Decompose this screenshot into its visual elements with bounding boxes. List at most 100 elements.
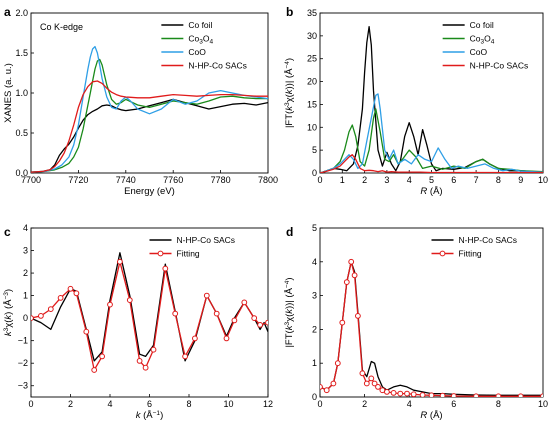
series-line-3 (320, 154, 543, 173)
y-tick-label: 30 (307, 31, 317, 41)
data-series (320, 26, 543, 173)
y-tick-label: −3 (18, 381, 28, 391)
series-point (355, 313, 361, 319)
series-line-3 (31, 80, 268, 173)
y-tick-label: 0.0 (15, 168, 28, 178)
y-axis-label: XANES (a. u.) (3, 63, 14, 123)
series-point (73, 290, 80, 297)
series-line-1 (31, 261, 268, 371)
legend-label: Co3O4 (188, 34, 213, 46)
x-tick-label: 0 (28, 399, 33, 409)
series-point (257, 322, 264, 328)
y-tick-label: 0 (312, 392, 317, 402)
series-point (231, 317, 238, 324)
x-axis-label: k (Å−1) (136, 410, 163, 421)
series-point (203, 292, 210, 299)
x-tick-label: 0 (317, 175, 322, 185)
panel-d: 0 2 4 6 8 10 0 1 2 3 4 5 d R (Å) |FT(k3χ(k))| (Å−4) N-H… (284, 223, 548, 421)
y-tick-label: 1 (23, 291, 28, 301)
x-tick-label: 7780 (211, 175, 231, 185)
x-tick-label: 8 (186, 399, 191, 409)
legend-label: CoO (188, 47, 206, 57)
y-axis-label: k3χ(k) (Å−3) (3, 289, 14, 336)
series-point (359, 370, 366, 377)
legend: N-HP-Co SACs Fitting (431, 235, 517, 259)
panel-b: 0 1 2 3 4 5 6 7 8 9 10 0 5 10 15 20 25 30 35 b R (Å) |FT(k3χ(… (284, 5, 548, 197)
x-tick-label: 7800 (258, 175, 278, 185)
tick-labels: 0 1 2 3 4 5 6 7 8 9 10 0 5 10 15 20 25 30 35 (307, 8, 548, 185)
y-tick-label: 5 (312, 145, 317, 155)
series-point (142, 364, 149, 371)
series-point (375, 384, 381, 390)
data-series (31, 45, 268, 173)
x-tick-label: 7 (474, 175, 479, 185)
panel-label: d (286, 225, 293, 239)
series-point (172, 310, 179, 317)
series-point (495, 393, 502, 397)
series-line-0 (31, 98, 268, 173)
series-point (339, 319, 346, 326)
x-tick-label: 7720 (68, 175, 88, 185)
y-tick-label: 4 (312, 257, 317, 267)
x-tick-label: 7760 (163, 175, 183, 185)
y-tick-label: −1 (18, 336, 28, 346)
series-point (162, 265, 169, 272)
x-tick-label: 8 (496, 175, 501, 185)
series-point (251, 315, 258, 322)
y-tick-label: 2 (312, 324, 317, 334)
series-line-2 (320, 93, 543, 173)
series-point (192, 335, 198, 342)
series-point (343, 279, 350, 286)
series-line-1 (31, 58, 268, 173)
series-point (31, 315, 34, 321)
x-tick-label: 10 (538, 399, 548, 409)
series-point (473, 393, 479, 397)
legend-marker (157, 250, 164, 257)
panel-label: c (4, 225, 11, 239)
series-point (323, 387, 330, 394)
x-tick-label: 9 (518, 175, 523, 185)
y-tick-label: 1 (312, 358, 317, 368)
data-series (31, 252, 268, 373)
x-tick-label: 5 (429, 175, 434, 185)
y-tick-label: −2 (18, 358, 28, 368)
legend-label: Fitting (459, 249, 482, 259)
legend-label: CoO (470, 47, 488, 57)
y-tick-label: 2.0 (15, 8, 28, 18)
series-point (428, 392, 435, 397)
legend-label: Co foil (188, 20, 212, 30)
data-series (320, 258, 543, 397)
y-tick-label: 5 (312, 223, 317, 233)
series-point (126, 297, 133, 304)
series-point (517, 393, 524, 397)
series-point (241, 299, 248, 306)
series-point (213, 310, 220, 317)
y-tick-label: 15 (307, 99, 317, 109)
legend-label: N-HP-Co SACs (177, 235, 236, 245)
y-tick-label: 3 (23, 246, 28, 256)
panel-label: b (286, 5, 293, 19)
y-tick-label: 3 (312, 291, 317, 301)
legend-label: N-HP-Co SACs (470, 61, 529, 71)
series-point (334, 360, 341, 367)
edge-annotation: Co K-edge (40, 22, 83, 32)
series-line-1 (320, 261, 543, 397)
series-line-1 (320, 108, 543, 173)
plot-frame (319, 12, 544, 174)
series-point (182, 353, 189, 360)
series-point (540, 393, 543, 397)
x-tick-label: 8 (496, 399, 501, 409)
y-tick-label: 10 (307, 122, 317, 132)
x-tick-label: 10 (538, 175, 548, 185)
x-tick-label: 2 (68, 399, 73, 409)
legend-label: Fitting (177, 249, 200, 259)
series-point (117, 258, 123, 265)
panel-label: a (4, 5, 11, 19)
series-point (223, 335, 230, 342)
series-point (330, 380, 337, 387)
series-point (368, 375, 375, 382)
x-tick-label: 0 (317, 399, 322, 409)
